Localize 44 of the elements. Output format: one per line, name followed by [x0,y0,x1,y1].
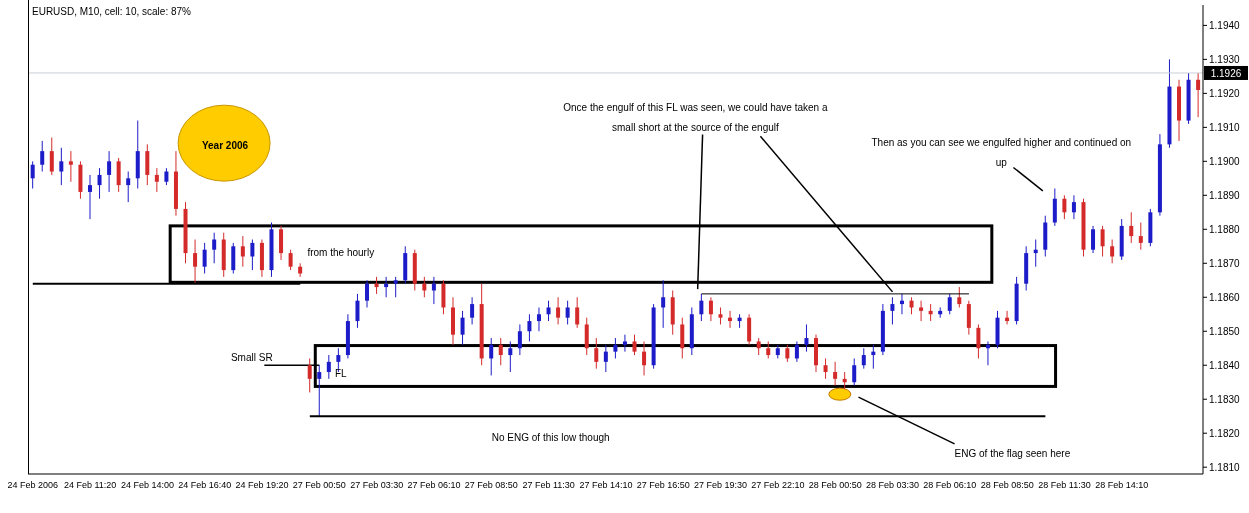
x-tick-label: 24 Feb 19:20 [235,480,289,491]
x-tick-label: 24 Feb 11:20 [63,480,117,491]
x-tick-label: 27 Feb 22:10 [751,480,805,491]
ref-line-label: 1.1926 [1210,67,1242,79]
annotation: Year 2006 [200,139,250,154]
annotation: from the hourly [307,246,376,261]
y-tick-label: 1.1830 [1209,393,1241,405]
y-tick-label: 1.1880 [1209,223,1241,235]
x-tick-label: 27 Feb 03:30 [350,480,404,491]
annotation: Once the engulf of this FL was seen, we could have taken a small short at the source of the engulf [562,101,829,136]
x-tick-label: 28 Feb 11:30 [1038,480,1091,491]
y-tick-label: 1.1810 [1209,461,1241,473]
x-tick-label: 28 Feb 03:30 [866,480,920,491]
y-tick-label: 1.1870 [1209,257,1241,269]
annotation: Then as you can see we engulfed higher and continued on up [870,136,1133,171]
annotation: No ENG of this low though [491,431,611,446]
x-tick-label: 27 Feb 08:50 [464,480,518,491]
x-tick-label: 28 Feb 08:50 [980,480,1034,491]
y-tick-label: 1.1890 [1209,189,1241,201]
y-tick-label: 1.1920 [1209,87,1241,99]
annotation: ENG of the flag seen here [954,446,1072,461]
x-tick-label: 27 Feb 14:10 [579,480,633,491]
y-tick-label: 1.1910 [1209,121,1241,133]
y-tick-label: 1.1900 [1209,155,1241,167]
x-tick-label: 27 Feb 11:30 [522,480,575,491]
y-tick-label: 1.1940 [1209,19,1241,31]
annotation: Small SR [230,351,274,366]
x-tick-label: 24 Feb 16:40 [178,480,232,491]
y-tick-label: 1.1850 [1209,325,1241,337]
x-tick-label: 28 Feb 06:10 [923,480,977,491]
x-tick-label: 28 Feb 00:50 [808,480,862,491]
y-tick-label: 1.1930 [1209,53,1241,65]
x-tick-label: 24 Feb 2006 [7,480,59,491]
y-tick-label: 1.1860 [1209,291,1241,303]
x-tick-label: 27 Feb 16:50 [636,480,690,491]
chart-title: EURUSD, M10, cell: 10, scale: 87% [32,6,191,17]
y-tick-label: 1.1820 [1209,427,1241,439]
x-tick-label: 27 Feb 06:10 [407,480,461,491]
x-tick-label: 27 Feb 19:30 [694,480,748,491]
x-tick-label: 27 Feb 00:50 [292,480,346,491]
y-tick-label: 1.1840 [1209,359,1241,371]
x-tick-label: 24 Feb 14:00 [120,480,174,491]
x-tick-label: 28 Feb 14:10 [1095,480,1149,491]
annotation: FL [334,367,348,382]
